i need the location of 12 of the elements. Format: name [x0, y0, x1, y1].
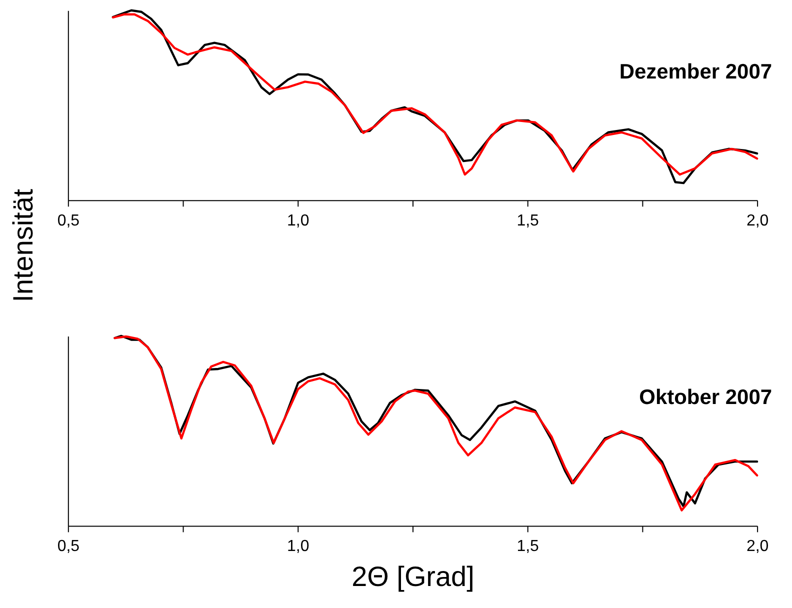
annotation: Dezember 2007: [619, 60, 772, 84]
x-tick-label: 0,5: [57, 212, 80, 230]
x-tick-label: 0,5: [57, 538, 80, 556]
x-tick-label: 1,5: [516, 538, 540, 556]
x-tick-label: 2,0: [746, 212, 769, 230]
x-tick-label: 2,0: [746, 538, 769, 556]
x-axis-title: 2Θ [Grad]: [352, 561, 474, 592]
x-tick-label: 1,0: [287, 538, 310, 556]
annotation: Oktober 2007: [639, 386, 772, 409]
x-tick-label: 1,5: [516, 212, 540, 230]
y-axis-title: Intensität: [7, 188, 38, 302]
x-tick-label: 1,0: [287, 212, 310, 230]
